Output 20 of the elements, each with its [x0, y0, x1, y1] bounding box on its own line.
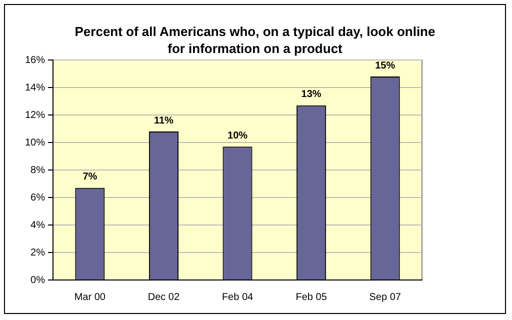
x-tick-label: Feb 04 — [222, 292, 254, 303]
y-tick-label: 2% — [30, 247, 46, 258]
data-label: 10% — [228, 130, 248, 142]
y-tick-label: 16% — [25, 54, 46, 66]
y-tick-label: 14% — [25, 82, 46, 94]
data-label: 7% — [82, 172, 98, 183]
data-label: 15% — [375, 60, 396, 72]
x-tick-label: Dec 02 — [148, 292, 180, 303]
y-tick-label: 10% — [25, 137, 46, 148]
data-label: 11% — [154, 115, 174, 126]
y-tick-label: 0% — [30, 274, 46, 286]
y-tick-label: 12% — [25, 110, 46, 121]
x-tick-label: Feb 05 — [296, 292, 328, 303]
chart-title: Percent of all Americans who, on a typical day, look online for information on a product — [74, 23, 436, 57]
x-tick-label: Sep 07 — [369, 292, 402, 303]
y-tick-label: 8% — [30, 164, 46, 176]
y-tick-label: 6% — [30, 192, 46, 204]
data-label: 13% — [301, 89, 322, 100]
y-tick-label: 4% — [30, 220, 46, 231]
x-tick-label: Mar 00 — [74, 292, 106, 303]
